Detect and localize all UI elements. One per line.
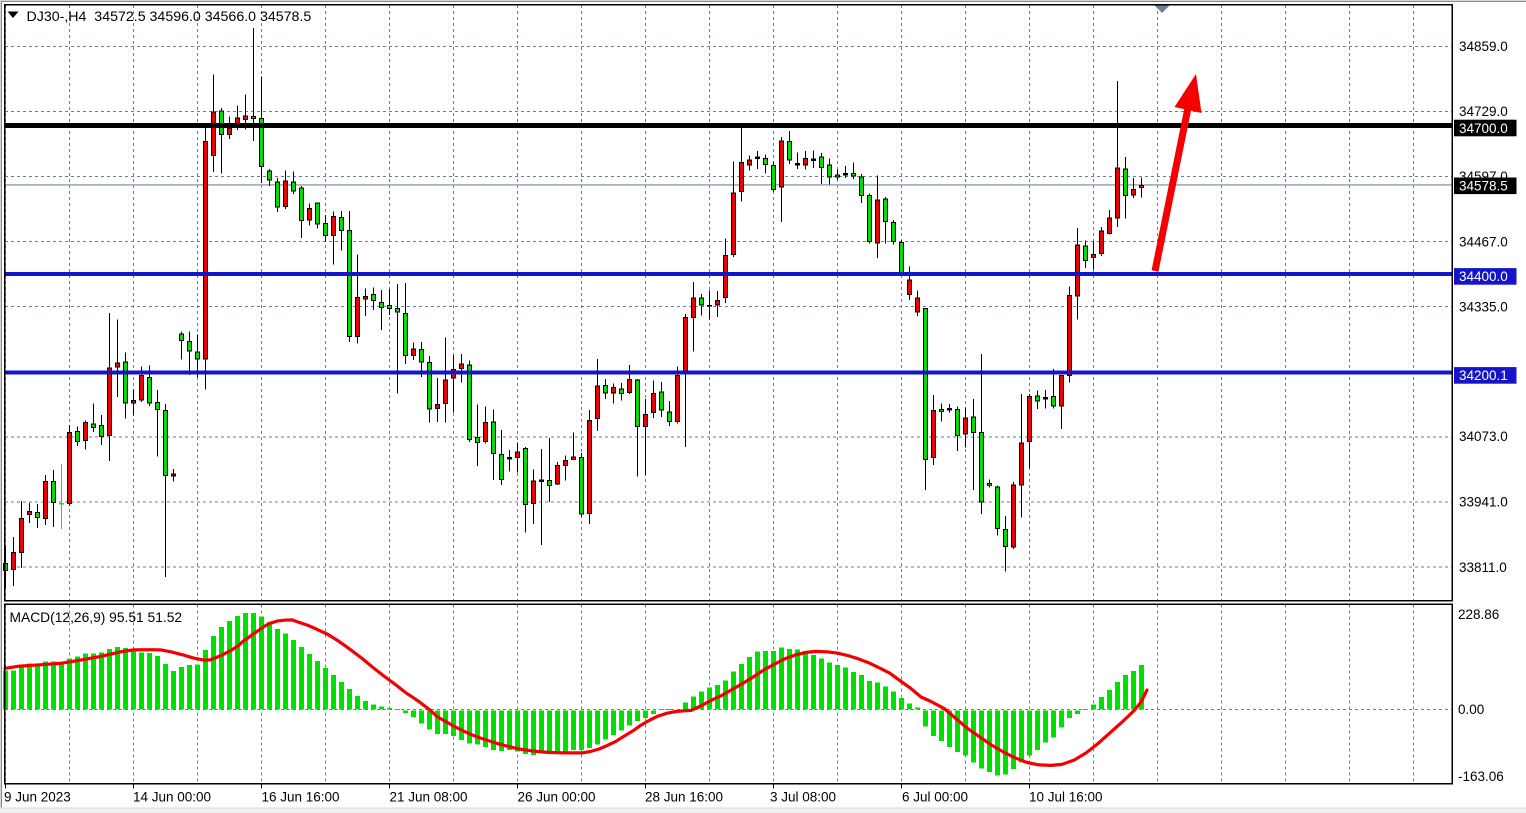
svg-text:34400.0: 34400.0 (1459, 269, 1508, 284)
svg-text:33811.0: 33811.0 (1459, 560, 1507, 575)
svg-text:DJ30-,H4 34572.5 34596.0 3456: DJ30-,H4 34572.5 34596.0 34566.0 34578.5 (27, 9, 312, 25)
svg-text:26 Jun 00:00: 26 Jun 00:00 (518, 790, 596, 805)
svg-text:34859.0: 34859.0 (1459, 39, 1508, 54)
svg-text:0.00: 0.00 (1458, 702, 1484, 717)
svg-text:-163.06: -163.06 (1458, 769, 1504, 784)
svg-text:228.86: 228.86 (1458, 607, 1499, 622)
svg-text:34700.0: 34700.0 (1459, 121, 1508, 136)
svg-text:34335.0: 34335.0 (1459, 300, 1508, 315)
svg-text:MACD(12,26,9) 95.51 51.52: MACD(12,26,9) 95.51 51.52 (10, 610, 183, 625)
svg-text:34073.0: 34073.0 (1459, 429, 1508, 444)
svg-text:6 Jul 00:00: 6 Jul 00:00 (902, 790, 968, 805)
svg-text:9 Jun 2023: 9 Jun 2023 (4, 790, 71, 805)
svg-text:16 Jun 16:00: 16 Jun 16:00 (262, 790, 340, 805)
svg-text:10 Jul 16:00: 10 Jul 16:00 (1029, 790, 1103, 805)
svg-text:34467.0: 34467.0 (1459, 234, 1508, 249)
svg-text:21 Jun 08:00: 21 Jun 08:00 (390, 790, 468, 805)
svg-text:28 Jun 16:00: 28 Jun 16:00 (645, 790, 723, 805)
svg-text:34729.0: 34729.0 (1459, 104, 1508, 119)
svg-text:14 Jun 00:00: 14 Jun 00:00 (133, 790, 211, 805)
svg-text:34578.5: 34578.5 (1459, 179, 1508, 194)
svg-text:3 Jul 08:00: 3 Jul 08:00 (770, 790, 836, 805)
svg-text:34200.1: 34200.1 (1459, 368, 1508, 383)
svg-text:33941.0: 33941.0 (1459, 495, 1508, 510)
